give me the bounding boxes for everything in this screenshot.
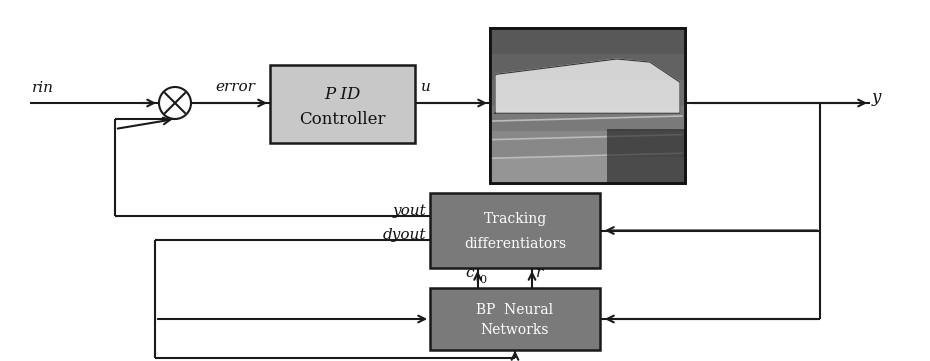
Text: rin: rin: [32, 81, 54, 95]
Bar: [490, 105, 685, 131]
Text: c: c: [465, 266, 473, 280]
Bar: [490, 28, 685, 54]
Bar: [430, 193, 600, 268]
Polygon shape: [495, 59, 680, 113]
Text: r: r: [536, 266, 543, 280]
Bar: [430, 288, 600, 350]
Text: differentiators: differentiators: [464, 237, 566, 251]
Text: Controller: Controller: [299, 111, 386, 128]
Text: P ID: P ID: [325, 86, 361, 103]
Text: 0: 0: [480, 275, 486, 285]
Text: dyout: dyout: [382, 227, 426, 242]
Bar: [490, 131, 685, 157]
Text: Networks: Networks: [481, 323, 550, 337]
Text: error: error: [216, 80, 256, 94]
Text: BP  Neural: BP Neural: [476, 303, 553, 317]
Bar: [490, 54, 685, 80]
Bar: [490, 28, 685, 183]
Text: u: u: [421, 80, 431, 94]
Text: yout: yout: [392, 204, 426, 217]
Text: Tracking: Tracking: [484, 212, 547, 226]
Bar: [490, 28, 685, 183]
Bar: [607, 129, 685, 183]
Bar: [270, 65, 415, 143]
Bar: [490, 80, 685, 105]
Text: y: y: [872, 90, 882, 106]
Bar: [490, 157, 685, 183]
